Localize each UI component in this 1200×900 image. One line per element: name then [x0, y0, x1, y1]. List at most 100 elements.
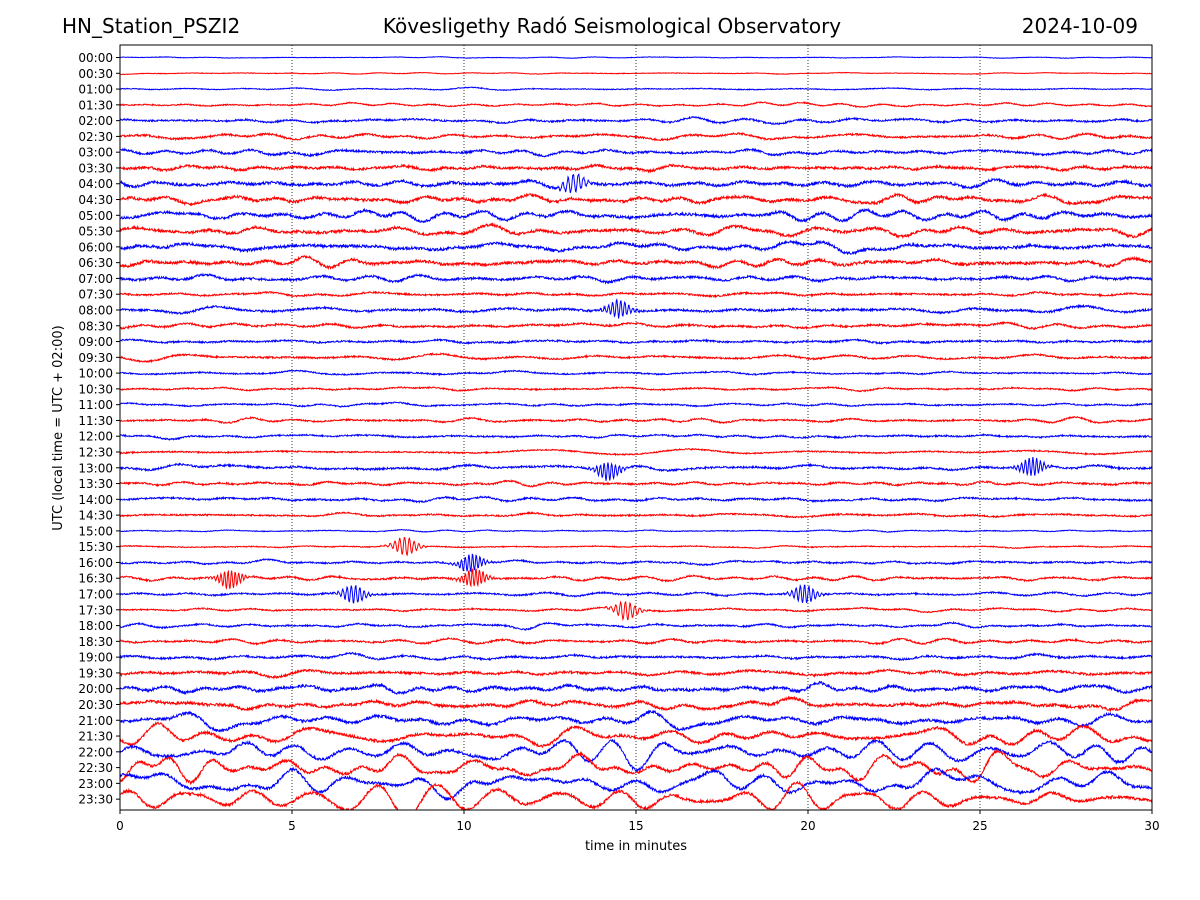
trace-row [120, 528, 1152, 533]
trace-row [120, 86, 1152, 92]
row-time-label: 15:30 [78, 540, 113, 554]
grid-lines [291, 45, 981, 810]
row-time-label: 00:30 [78, 67, 113, 81]
row-time-label: 08:30 [78, 319, 113, 333]
trace-row [120, 721, 1152, 748]
trace-row [120, 766, 1152, 801]
row-time-label: 22:30 [78, 761, 113, 775]
trace-row [120, 568, 1152, 590]
row-time-label: 13:00 [78, 461, 113, 475]
row-time-label: 08:00 [78, 303, 113, 317]
trace-row [120, 163, 1152, 174]
trace-row [120, 290, 1152, 299]
trace-row [120, 553, 1152, 573]
trace-row [120, 668, 1152, 680]
row-time-label: 05:30 [78, 225, 113, 239]
row-time-label: 18:30 [78, 635, 113, 649]
row-time-label: 23:00 [78, 777, 113, 791]
trace-row [120, 636, 1152, 646]
trace-row [120, 337, 1152, 346]
trace-row [120, 600, 1152, 622]
row-time-label: 14:00 [78, 493, 113, 507]
row-time-label: 07:00 [78, 272, 113, 286]
trace-row [120, 272, 1152, 285]
x-axis-label: time in minutes [585, 839, 687, 854]
trace-row [120, 680, 1152, 696]
row-time-label: 22:00 [78, 745, 113, 759]
trace-row [120, 620, 1152, 631]
trace-row [120, 511, 1152, 519]
row-time-label: 11:30 [78, 414, 113, 428]
trace-row [120, 115, 1152, 126]
trace-row [120, 401, 1152, 408]
trace-row [120, 457, 1152, 481]
row-time-label: 17:00 [78, 588, 113, 602]
x-axis: 0 5 10 15 20 25 30 [116, 810, 1160, 833]
row-time-label: 19:30 [78, 666, 113, 680]
row-time-label: 17:30 [78, 603, 113, 617]
trace-row [120, 147, 1152, 158]
row-time-label: 07:30 [78, 288, 113, 302]
row-time-label: 03:30 [78, 161, 113, 175]
trace-row [120, 709, 1152, 733]
trace-row [120, 298, 1152, 319]
row-time-label: 02:30 [78, 130, 113, 144]
trace-row [120, 479, 1152, 488]
trace-row [120, 447, 1152, 457]
row-time-label: 13:30 [78, 477, 113, 491]
trace-row [120, 221, 1152, 240]
trace-row [120, 320, 1152, 331]
trace-row [120, 71, 1152, 76]
trace-row [120, 385, 1152, 393]
x-tick-label: 25 [972, 819, 987, 833]
row-time-label: 12:30 [78, 446, 113, 460]
trace-group [120, 56, 1152, 810]
x-tick-label: 30 [1144, 819, 1159, 833]
x-tick-label: 20 [800, 819, 815, 833]
trace-row [120, 56, 1152, 59]
trace-row [120, 255, 1152, 271]
row-time-label: 19:00 [78, 651, 113, 665]
trace-row [120, 172, 1152, 194]
row-time-label: 11:00 [78, 398, 113, 412]
observatory-title: Kövesligethy Radó Seismological Observat… [382, 14, 842, 38]
trace-row [120, 583, 1152, 604]
row-time-label: 14:30 [78, 509, 113, 523]
row-time-label: 16:00 [78, 556, 113, 570]
trace-row [120, 780, 1152, 810]
trace-row [120, 369, 1152, 377]
trace-row [120, 192, 1152, 207]
record-date: 2024-10-09 [1021, 14, 1138, 38]
row-time-label: 16:30 [78, 572, 113, 586]
x-tick-label: 10 [456, 819, 471, 833]
row-time-label: 20:30 [78, 698, 113, 712]
trace-row [120, 695, 1152, 713]
trace-row [120, 207, 1152, 224]
trace-row [120, 738, 1152, 773]
row-time-label: 01:00 [78, 83, 113, 97]
x-tick-label: 5 [288, 819, 296, 833]
row-time-label: 05:00 [78, 209, 113, 223]
trace-row [120, 352, 1152, 364]
row-time-label: 06:00 [78, 240, 113, 254]
x-tick-label: 15 [628, 819, 643, 833]
trace-row [120, 101, 1152, 108]
trace-row [120, 495, 1152, 504]
row-time-label: 06:30 [78, 256, 113, 270]
x-tick-label: 0 [116, 819, 124, 833]
row-time-label: 18:00 [78, 619, 113, 633]
station-name: HN_Station_PSZI2 [62, 14, 241, 38]
trace-row [120, 239, 1152, 256]
row-time-label: 15:00 [78, 524, 113, 538]
trace-row [120, 536, 1152, 557]
row-time-label: 21:30 [78, 730, 113, 744]
trace-row [120, 415, 1152, 425]
row-time-label: 03:00 [78, 146, 113, 160]
trace-row [120, 131, 1152, 142]
row-time-label: 09:30 [78, 351, 113, 365]
row-time-label: 04:30 [78, 193, 113, 207]
row-time-label: 23:30 [78, 793, 113, 807]
row-time-label: 21:00 [78, 714, 113, 728]
